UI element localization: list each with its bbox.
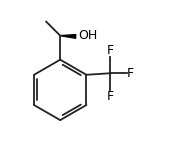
Polygon shape: [60, 35, 76, 38]
Text: OH: OH: [78, 29, 97, 42]
Text: F: F: [127, 67, 134, 80]
Text: F: F: [107, 44, 114, 57]
Text: F: F: [107, 90, 114, 102]
